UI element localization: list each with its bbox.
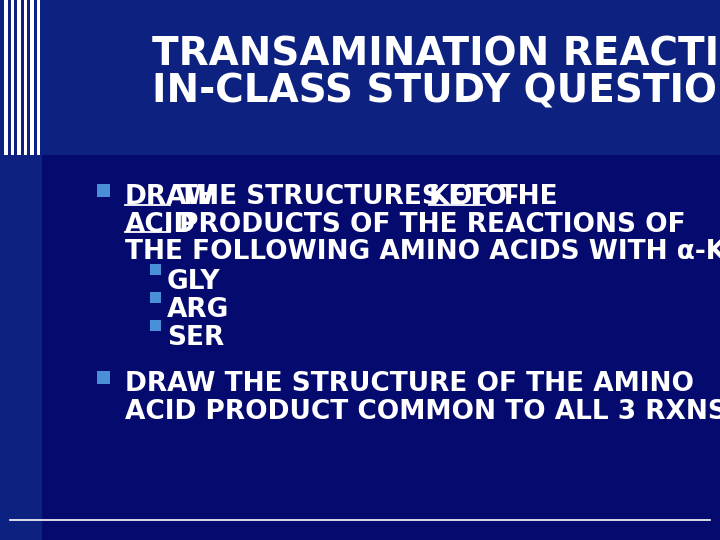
Text: KETO-: KETO- <box>428 184 519 210</box>
Bar <box>0 0 42 540</box>
Bar <box>4 0 7 155</box>
Bar <box>11 0 14 155</box>
Bar <box>97 371 110 384</box>
Text: TRANSAMINATION REACTIONS: TRANSAMINATION REACTIONS <box>152 35 720 73</box>
Bar <box>150 320 161 331</box>
Bar <box>17 0 20 155</box>
Text: ACID PRODUCT COMMON TO ALL 3 RXNS’: ACID PRODUCT COMMON TO ALL 3 RXNS’ <box>125 399 720 424</box>
Text: PRODUCTS OF THE REACTIONS OF: PRODUCTS OF THE REACTIONS OF <box>170 212 685 238</box>
Text: ACID: ACID <box>125 212 197 238</box>
Bar <box>150 292 161 302</box>
Bar <box>150 264 161 274</box>
Text: THE STRUCTURES OF THE: THE STRUCTURES OF THE <box>170 184 567 210</box>
Bar <box>37 0 40 155</box>
Text: DRAW: DRAW <box>125 184 215 210</box>
Text: IN-CLASS STUDY QUESTION: IN-CLASS STUDY QUESTION <box>152 73 720 111</box>
Text: THE FOLLOWING AMINO ACIDS WITH α-KG.: THE FOLLOWING AMINO ACIDS WITH α-KG. <box>125 239 720 265</box>
Text: GLY: GLY <box>167 268 220 294</box>
Bar <box>0 0 720 155</box>
Bar <box>30 0 34 155</box>
Text: ARG: ARG <box>167 296 230 323</box>
Text: SER: SER <box>167 325 224 351</box>
Bar <box>24 0 27 155</box>
Text: DRAW THE STRUCTURE OF THE AMINO: DRAW THE STRUCTURE OF THE AMINO <box>125 371 694 397</box>
Bar <box>97 184 110 197</box>
